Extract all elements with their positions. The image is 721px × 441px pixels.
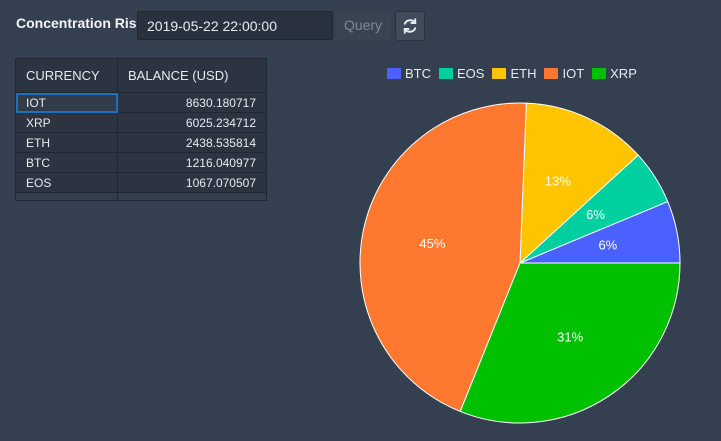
currency-cell[interactable]: BTC [15, 152, 118, 173]
table-row[interactable]: XRP 6025.234712 [15, 112, 267, 133]
pie-slice-eth[interactable] [519, 102, 639, 265]
legend-item-eos[interactable]: EOS [439, 66, 484, 81]
table-row[interactable]: BTC 1216.040977 [15, 152, 267, 173]
table-row[interactable]: ETH 2438.535814 [15, 132, 267, 153]
column-header-balance[interactable]: BALANCE (USD) [117, 58, 267, 93]
table-row[interactable]: EOS 1067.070507 [15, 172, 267, 193]
legend-label: BTC [405, 66, 431, 81]
pie-label-iot: 45% [419, 236, 445, 251]
legend-swatch [544, 68, 559, 79]
balance-cell[interactable]: 8630.180717 [117, 92, 267, 113]
legend-swatch [592, 68, 607, 79]
legend-label: EOS [457, 66, 485, 81]
legend-label: IOT [562, 66, 585, 81]
table-row[interactable]: IOT 8630.180717 [15, 92, 267, 113]
pie-label-xrp: 31% [557, 329, 583, 344]
pie-label-eth: 13% [545, 174, 571, 189]
pie-slice-iot[interactable] [359, 102, 527, 413]
legend-item-xrp[interactable]: XRP [592, 66, 637, 81]
balance-table: CURRENCY BALANCE (USD) IOT 8630.180717 XRP… [15, 58, 267, 201]
legend-item-iot[interactable]: IOT [544, 66, 584, 81]
refresh-button[interactable] [395, 11, 425, 41]
currency-cell[interactable]: ETH [15, 132, 118, 153]
page-title: Concentration Risk [16, 15, 145, 31]
balance-cell[interactable]: 2438.535814 [117, 132, 267, 153]
table-filler-row [15, 192, 267, 201]
legend-swatch [439, 68, 453, 79]
legend-swatch [387, 68, 401, 79]
legend-swatch [492, 68, 507, 79]
datetime-input[interactable] [137, 11, 333, 40]
empty-cell [15, 192, 118, 201]
query-button[interactable]: Query [335, 11, 391, 40]
currency-cell[interactable]: EOS [15, 172, 118, 193]
balance-cell[interactable]: 6025.234712 [117, 112, 267, 133]
balance-cell[interactable]: 1067.070507 [117, 172, 267, 193]
column-header-currency[interactable]: CURRENCY [15, 58, 118, 93]
pie-label-btc: 6% [598, 237, 617, 252]
currency-cell[interactable]: IOT [15, 92, 118, 113]
empty-cell [117, 192, 267, 201]
balance-cell[interactable]: 1216.040977 [117, 152, 267, 173]
pie-slice-xrp[interactable] [459, 262, 681, 424]
legend-label: ETH [510, 66, 537, 81]
legend-item-btc[interactable]: BTC [387, 66, 431, 81]
chart-legend: BTC EOS ETH IOT XRP [387, 66, 637, 81]
refresh-icon [403, 18, 417, 34]
legend-label: XRP [610, 66, 637, 81]
pie-label-eos: 6% [586, 207, 605, 222]
currency-cell[interactable]: XRP [15, 112, 118, 133]
legend-item-eth[interactable]: ETH [492, 66, 536, 81]
